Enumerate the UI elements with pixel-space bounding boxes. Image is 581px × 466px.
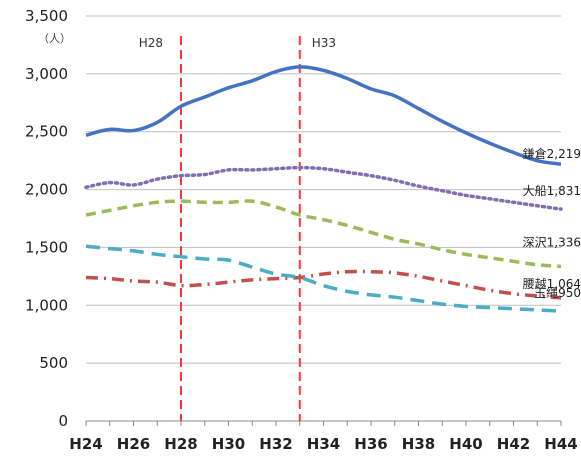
x-tick-label: H44	[544, 435, 577, 453]
x-tick-label: H24	[69, 435, 102, 453]
series-line-鎌倉	[85, 65, 562, 166]
series-lines	[84, 65, 563, 313]
series-end-label: 腰越1,064	[523, 277, 581, 291]
gridlines	[86, 15, 561, 364]
reference-lines: H28 H33	[139, 36, 336, 421]
y-tick-label: 3,000	[25, 65, 68, 83]
x-tick-label: H32	[259, 435, 292, 453]
series-end-label: 深沢1,336	[523, 235, 581, 249]
series-end-label: 玉縄950	[534, 285, 581, 300]
series-end-label: 大船1,831	[523, 184, 581, 198]
x-tick-label: H36	[354, 435, 387, 453]
x-tick-label: H26	[117, 435, 150, 453]
x-tick-label: H28	[164, 435, 197, 453]
y-tick-label: 1,500	[25, 238, 68, 256]
x-tick-label: H38	[402, 435, 435, 453]
x-tick-label: H40	[449, 435, 482, 453]
y-tick-label: 0	[58, 412, 68, 430]
series-line-腰越	[85, 269, 562, 300]
y-unit-label: （人）	[38, 32, 71, 45]
x-tick-label: H34	[307, 435, 340, 453]
reference-line-label: H33	[312, 36, 336, 50]
y-tick-label: 1,000	[25, 296, 68, 314]
y-tick-label: 2,000	[25, 181, 68, 199]
y-tick-label: 2,500	[25, 123, 68, 141]
reference-line-label: H28	[139, 36, 163, 50]
y-tick-label: 500	[39, 354, 68, 372]
series-line-玉縄	[85, 244, 562, 313]
series-line-深沢	[85, 199, 562, 269]
series-end-label: 鎌倉2,219	[523, 146, 581, 161]
y-tick-label: 3,500	[25, 7, 68, 25]
series-line-大船	[84, 165, 563, 211]
x-tick-label: H42	[497, 435, 530, 453]
axes: 0 500 1,000 1,500 2,000 2,500 3,000 3,500 （人） H24…	[25, 7, 578, 453]
x-tick-label: H30	[212, 435, 245, 453]
